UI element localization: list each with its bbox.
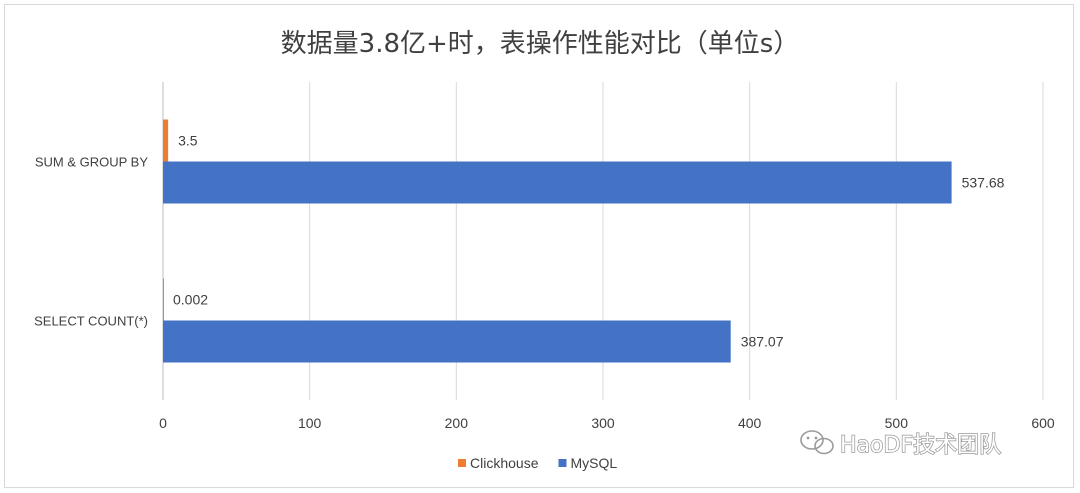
data-label: 3.5: [178, 133, 198, 149]
data-label: 537.68: [962, 175, 1005, 191]
data-label: 0.002: [173, 292, 208, 308]
watermark: HaoDF技术团队: [800, 430, 1002, 459]
bar-mysql: [163, 320, 731, 363]
category-labels: SUM & GROUP BY SELECT COUNT(*): [34, 155, 148, 329]
legend-label: Clickhouse: [470, 455, 539, 471]
bar-mysql: [163, 161, 952, 204]
x-tick-label: 400: [738, 415, 762, 431]
legend-label: MySQL: [570, 455, 617, 471]
x-axis-ticks: 0 100 200 300 400 500 600: [159, 415, 1055, 431]
watermark-text: HaoDF技术团队: [840, 433, 1001, 458]
legend-swatch: [558, 459, 567, 467]
bar-clickhouse: [163, 278, 164, 321]
data-label: 387.07: [741, 334, 784, 350]
bars: [163, 119, 952, 363]
wechat-icon: [800, 430, 834, 455]
chart-title: 数据量3.8亿+时，表操作性能对比（单位s）: [281, 29, 800, 59]
x-tick-label: 100: [298, 415, 322, 431]
chart-frame: [4, 4, 1074, 488]
x-tick-label: 0: [159, 415, 167, 431]
x-tick-label: 600: [1031, 415, 1055, 431]
legend: Clickhouse MySQL: [458, 455, 617, 471]
category-label: SELECT COUNT(*): [34, 314, 148, 329]
x-tick-label: 200: [445, 415, 469, 431]
legend-swatch: [458, 459, 466, 467]
data-labels: 3.5 537.68 0.002 387.07: [173, 133, 1005, 350]
category-label: SUM & GROUP BY: [35, 155, 149, 170]
x-tick-label: 500: [885, 415, 909, 431]
bar-clickhouse: [163, 119, 169, 162]
x-tick-label: 300: [591, 415, 615, 431]
